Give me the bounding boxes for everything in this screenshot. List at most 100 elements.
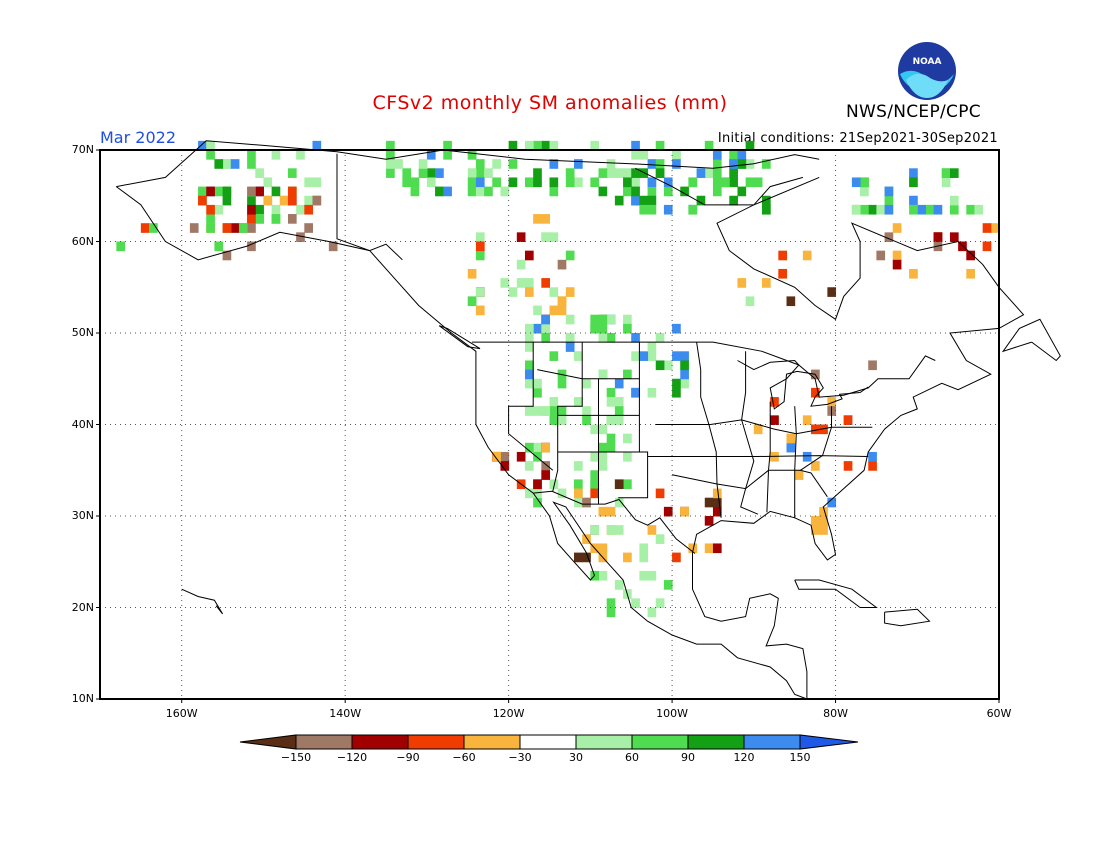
anomaly-cell: [729, 168, 738, 178]
us-mexico-border: [533, 490, 696, 554]
anomaly-cell: [467, 177, 477, 188]
anomaly-cell: [925, 204, 935, 215]
anomaly-cell: [484, 168, 493, 178]
anomaly-cell: [541, 140, 550, 151]
anomaly-cell: [271, 214, 281, 224]
anomaly-cell: [631, 195, 640, 206]
anomaly-cell: [949, 168, 959, 178]
agency-label: NWS/NCEP/CPC: [846, 102, 981, 122]
anomaly-cell: [892, 250, 902, 261]
anomaly-cell: [655, 140, 665, 151]
anomaly-cell: [851, 204, 861, 215]
colorbar-label: −90: [396, 751, 420, 764]
anomaly-cell: [639, 552, 649, 563]
great-lakes: [737, 359, 869, 410]
gulf-coast: [692, 552, 808, 699]
anomaly-cell: [500, 461, 510, 471]
anomaly-cell: [958, 241, 967, 252]
anomaly-cell: [524, 278, 534, 288]
anomaly-cell: [614, 406, 624, 416]
anomaly-cell: [811, 525, 820, 535]
anomaly-cell: [475, 159, 485, 169]
anomaly-cell: [549, 397, 559, 407]
colorbar-label: 90: [681, 751, 695, 764]
anomaly-cell: [475, 232, 485, 242]
colorbar-label: −150: [280, 751, 312, 764]
anomaly-cell: [214, 204, 224, 215]
anomaly-cell: [206, 214, 215, 224]
anomaly-cell: [206, 186, 215, 197]
anomaly-cell: [680, 506, 689, 517]
colorbar-segment: [743, 734, 801, 750]
anomaly-cell: [549, 177, 559, 188]
lon-label: 140W: [329, 707, 362, 720]
anomaly-cell: [230, 159, 240, 169]
anomaly-cell: [467, 168, 477, 178]
state-border: [696, 342, 722, 518]
anomaly-cell: [590, 140, 600, 151]
anomaly-cell: [304, 195, 313, 206]
anomaly-cell: [631, 150, 640, 160]
anomaly-cell: [304, 204, 313, 215]
anomaly-cell: [860, 204, 869, 215]
anomaly-cell: [189, 223, 199, 233]
anomaly-cell: [541, 232, 550, 242]
anomaly-cell: [966, 250, 975, 261]
anomaly-cell: [598, 506, 608, 517]
anomaly-cell: [688, 177, 698, 188]
anomaly-cell: [966, 204, 975, 215]
anomaly-cell: [851, 177, 861, 188]
anomaly-cell: [582, 497, 591, 508]
anomaly-cell: [549, 232, 559, 242]
colorbar-segment: [463, 734, 521, 750]
anomaly-cell: [565, 287, 575, 297]
state-border: [537, 369, 640, 380]
anomaly-cell: [868, 360, 877, 371]
anomaly-cell: [475, 186, 485, 197]
anomaly-cell: [680, 186, 689, 197]
lat-label: 60N: [71, 234, 94, 248]
anomaly-cell: [712, 168, 722, 178]
anomaly-cell: [328, 241, 338, 252]
anomaly-cell: [549, 351, 559, 361]
anomaly-cell: [590, 479, 600, 490]
anomaly-cell: [909, 168, 918, 178]
anomaly-cell: [198, 140, 207, 151]
anomaly-cell: [508, 177, 518, 188]
anomaly-cell: [672, 552, 681, 563]
anomaly-cell: [312, 195, 322, 206]
anomaly-cell: [590, 451, 600, 462]
anomaly-cell: [549, 287, 559, 297]
anomaly-cell: [574, 552, 583, 563]
anomaly-cell: [982, 223, 992, 233]
anomaly-cell: [533, 140, 542, 151]
anomaly-cell: [565, 342, 575, 352]
anomaly-cell: [704, 516, 714, 526]
colorbar-segment: [575, 734, 633, 750]
anomaly-cell: [655, 488, 665, 499]
anomaly-cell: [206, 150, 215, 160]
anomaly-cell: [533, 305, 542, 316]
anomaly-cell: [745, 296, 755, 307]
anomaly-cell: [492, 159, 501, 169]
anomaly-cell: [917, 204, 926, 215]
anomaly-cell: [541, 314, 550, 325]
anomaly-cell: [639, 570, 649, 581]
anomaly-cell: [770, 397, 779, 407]
anomaly-cell: [574, 479, 583, 490]
anomaly-cell: [549, 415, 559, 425]
anomaly-cell: [475, 168, 485, 178]
anomaly-cell: [647, 607, 657, 618]
anomaly-cell: [565, 333, 575, 343]
anomaly-cell: [680, 369, 689, 380]
anomaly-cell: [631, 186, 640, 197]
anomaly-cell: [549, 406, 559, 416]
anomaly-cell: [753, 177, 763, 188]
anomaly-cell: [565, 314, 575, 325]
anomaly-cell: [287, 186, 297, 197]
anomaly-cell: [426, 168, 436, 178]
anomaly-cell: [647, 159, 657, 169]
anomaly-cell: [639, 351, 649, 361]
anomaly-cell: [876, 250, 886, 261]
anomaly-cell: [247, 204, 256, 215]
